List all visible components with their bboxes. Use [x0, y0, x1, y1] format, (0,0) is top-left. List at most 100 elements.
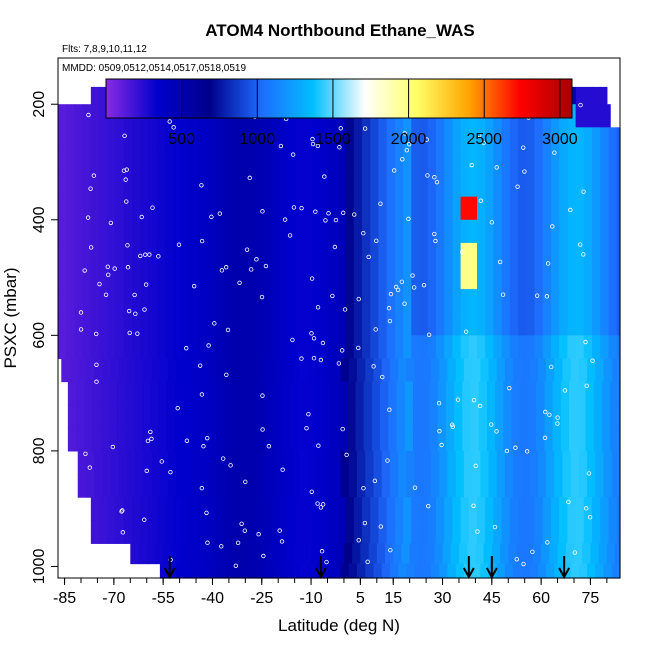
heatmap-cell	[266, 563, 276, 579]
heatmap-cell	[173, 219, 182, 244]
heatmap-cell	[362, 266, 371, 290]
sample-point	[352, 212, 357, 217]
sample-point	[492, 524, 498, 530]
heatmap-cell	[304, 219, 314, 244]
heatmap-cell	[118, 450, 128, 475]
heatmap-cell	[197, 312, 207, 336]
heatmap-cell	[230, 497, 240, 521]
heatmap-cell	[164, 150, 174, 175]
sample-point	[542, 435, 548, 441]
heatmap-cell	[263, 196, 273, 221]
heatmap-cell	[189, 520, 199, 544]
heatmap-cell	[156, 497, 166, 521]
heatmap-cell	[279, 289, 289, 313]
heatmap-cell	[205, 127, 215, 152]
heatmap-cell	[255, 173, 265, 198]
heatmap-cell	[230, 520, 240, 544]
heatmap-cell	[427, 312, 437, 336]
heatmap-cell	[435, 219, 445, 244]
heatmap-cell	[263, 289, 273, 313]
heatmap-cell	[90, 127, 100, 152]
heatmap-cell	[455, 358, 465, 383]
heatmap-cell	[616, 150, 621, 175]
heatmap-cell	[230, 266, 240, 290]
heatmap-cell	[238, 312, 248, 336]
heatmap-cell	[291, 450, 301, 475]
heatmap-cell	[173, 266, 182, 290]
sample-point	[387, 407, 392, 412]
heatmap-cell	[598, 543, 608, 565]
heatmap-cell	[509, 266, 519, 290]
sample-point	[150, 205, 155, 210]
heatmap-cell	[107, 289, 117, 313]
heatmap-cell	[414, 358, 424, 383]
heatmap-cell	[431, 474, 440, 498]
heatmap-cell	[452, 520, 462, 544]
profile-arrows	[163, 556, 571, 580]
sample-point	[387, 318, 393, 324]
sample-point	[555, 415, 560, 420]
heatmap-cell	[370, 266, 380, 290]
heatmap-cell	[274, 450, 284, 475]
heatmap-cell	[205, 173, 215, 198]
heatmap-cell	[320, 219, 330, 244]
sample-point	[277, 528, 282, 533]
heatmap-cell	[242, 474, 251, 498]
heatmap-cell	[444, 219, 453, 244]
heatmap-cell	[164, 196, 174, 221]
sample-point	[320, 340, 326, 346]
heatmap-cell	[335, 543, 345, 565]
heatmap-cell	[156, 196, 166, 221]
colorbar-tick-label: 3000	[542, 131, 578, 148]
heatmap-cell	[513, 358, 523, 383]
heatmap-cell	[242, 450, 251, 475]
heatmap-cell	[603, 563, 613, 579]
heatmap-cell	[559, 219, 569, 244]
heatmap-cell	[66, 266, 76, 290]
heatmap-cell	[140, 196, 149, 221]
heatmap-cell	[148, 335, 158, 360]
heatmap-cell	[411, 127, 421, 152]
heatmap-cell	[90, 520, 100, 544]
heatmap-cell	[534, 242, 544, 267]
heatmap-cell	[256, 404, 266, 429]
colorbar-ticks: 500 1000 1500 2000 2500 3000	[168, 79, 578, 148]
heatmap-cell	[184, 563, 194, 579]
heatmap-cell	[526, 335, 536, 360]
heatmap-cell	[304, 127, 314, 152]
heatmap-cell	[353, 520, 363, 544]
heatmap-cell	[611, 474, 621, 498]
heatmap-cell	[575, 104, 585, 128]
heatmap-cell	[427, 497, 437, 521]
sample-point	[399, 279, 405, 285]
heatmap-cell	[312, 289, 322, 313]
heatmap-cell	[296, 266, 306, 290]
heatmap-cell	[603, 474, 613, 498]
heatmap-cell	[115, 196, 125, 221]
heatmap-cell	[329, 173, 338, 198]
heatmap-cell	[468, 219, 478, 244]
heatmap-cell	[386, 242, 396, 267]
heatmap-cell	[534, 266, 544, 290]
heatmap-cell	[131, 520, 141, 544]
sample-point	[432, 175, 437, 180]
heatmap-cell	[444, 242, 453, 267]
heatmap-cell	[102, 474, 112, 498]
heatmap-cell	[398, 450, 407, 475]
heatmap-cell	[200, 474, 210, 498]
heatmap-cell	[123, 150, 133, 175]
heatmap-cell	[537, 358, 547, 383]
heatmap-cell	[164, 173, 174, 198]
heatmap-cell	[143, 474, 153, 498]
heatmap-cell	[107, 266, 117, 290]
heatmap-cell	[82, 335, 92, 360]
heatmap-cell	[151, 450, 161, 475]
sample-point	[135, 331, 140, 336]
sample-points	[78, 102, 595, 568]
heatmap-cell	[518, 173, 527, 198]
heatmap-cell	[131, 497, 141, 521]
heatmap-cell	[320, 335, 330, 360]
heatmap-cell	[583, 520, 593, 544]
heatmap-cell	[138, 543, 148, 565]
heatmap-cell	[519, 427, 529, 452]
